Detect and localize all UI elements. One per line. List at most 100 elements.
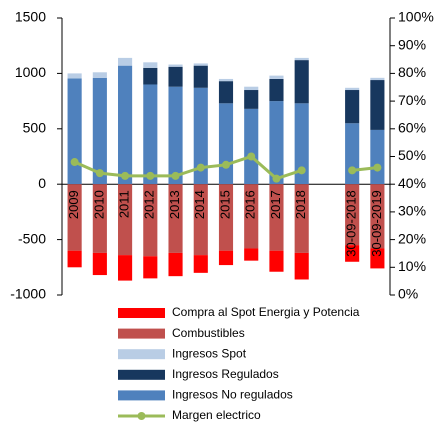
- y2-tick-label: 100%: [398, 9, 434, 25]
- bar: [92, 77, 107, 185]
- y-tick-label: 500: [23, 120, 47, 136]
- bar: [143, 256, 158, 279]
- bar: [143, 62, 158, 68]
- line-point: [272, 174, 281, 183]
- bar: [92, 184, 107, 253]
- bar: [92, 252, 107, 276]
- bar: [218, 103, 234, 185]
- x-tick-label: 2014: [192, 190, 207, 219]
- bar: [244, 184, 259, 249]
- legend-swatch-point: [137, 412, 146, 420]
- bar: [143, 184, 158, 257]
- bar: [269, 78, 284, 102]
- y-tick-label: 1500: [15, 9, 46, 25]
- x-tick-label: 2016: [243, 190, 258, 219]
- line-point: [373, 163, 382, 172]
- x-tick-label: 2012: [142, 190, 157, 219]
- bar: [244, 86, 259, 91]
- bar: [118, 57, 133, 66]
- line-point: [95, 169, 104, 178]
- bar: [168, 86, 183, 185]
- y-tick-label: 1000: [15, 64, 46, 80]
- y2-tick-label: 20%: [398, 230, 426, 246]
- line-point: [196, 163, 205, 172]
- x-tick-label: 30-09-2019: [369, 190, 384, 257]
- bar: [168, 252, 183, 277]
- legend-swatch: [118, 308, 165, 318]
- bar: [193, 87, 208, 185]
- bar: [294, 57, 309, 61]
- x-tick-label: 2017: [268, 190, 283, 219]
- bar: [370, 184, 385, 249]
- legend-swatch: [118, 349, 165, 360]
- x-tick-label: 2010: [91, 190, 106, 219]
- bar: [345, 245, 360, 262]
- bar: [168, 66, 183, 87]
- legend-label: Ingresos Regulados: [172, 367, 279, 381]
- bar: [370, 80, 385, 130]
- bar: [143, 84, 158, 185]
- bar: [218, 78, 234, 82]
- bar: [193, 63, 208, 66]
- line-point: [121, 171, 130, 180]
- legend-label: Ingresos Spot: [172, 346, 247, 360]
- bar: [193, 255, 208, 273]
- bar: [244, 90, 259, 109]
- bar: [269, 101, 284, 185]
- x-tick-label: 2009: [66, 190, 81, 219]
- line: [74, 154, 303, 181]
- bar: [193, 184, 208, 256]
- line-point: [297, 166, 306, 175]
- bar: [269, 184, 284, 251]
- line: [351, 166, 378, 172]
- y-tick-label: -1000: [10, 286, 46, 302]
- x-tick-label: 2011: [117, 190, 132, 218]
- y-tick-label: -500: [18, 230, 46, 246]
- bar: [294, 103, 309, 185]
- y2-tick-label: 30%: [398, 203, 426, 219]
- legend-label: Ingresos No regulados: [172, 388, 293, 402]
- bar: [67, 184, 82, 251]
- bar: [218, 250, 234, 266]
- bar: [244, 248, 259, 261]
- bar: [118, 255, 133, 281]
- x-tick-label: 2013: [167, 190, 182, 219]
- bar: [294, 184, 309, 253]
- line-point: [348, 166, 357, 175]
- x-tick-label: 2018: [293, 190, 308, 219]
- legend-label: Compra al Spot Energia y Potencia: [172, 305, 360, 319]
- legend-swatch: [118, 369, 165, 380]
- y2-tick-label: 60%: [398, 120, 426, 136]
- bar: [218, 81, 234, 104]
- y2-tick-label: 90%: [398, 36, 426, 52]
- legend-label: Combustibles: [172, 326, 245, 340]
- bar: [345, 184, 360, 246]
- line-point: [146, 171, 155, 180]
- bar: [67, 73, 82, 79]
- y2-tick-label: 10%: [398, 258, 426, 274]
- bar: [345, 90, 360, 124]
- bar: [193, 65, 208, 88]
- y-tick-label: 0: [38, 175, 46, 191]
- bar: [294, 252, 309, 280]
- bar: [294, 60, 309, 104]
- bar: [92, 72, 107, 78]
- y2-tick-label: 70%: [398, 92, 426, 108]
- bar: [67, 250, 82, 268]
- legend-label: Margen electrico: [172, 408, 261, 422]
- bar: [269, 75, 284, 79]
- line-point: [247, 152, 256, 161]
- bar: [143, 67, 158, 85]
- bar: [370, 129, 385, 185]
- line-point: [70, 158, 79, 167]
- y2-tick-label: 40%: [398, 175, 426, 191]
- legend-swatch: [118, 390, 165, 401]
- bar: [218, 184, 234, 251]
- bar: [168, 64, 183, 67]
- line-point: [222, 160, 230, 169]
- bar: [244, 108, 259, 185]
- y2-tick-label: 50%: [398, 147, 426, 163]
- bar: [345, 123, 360, 185]
- x-tick-label: 2015: [217, 190, 232, 219]
